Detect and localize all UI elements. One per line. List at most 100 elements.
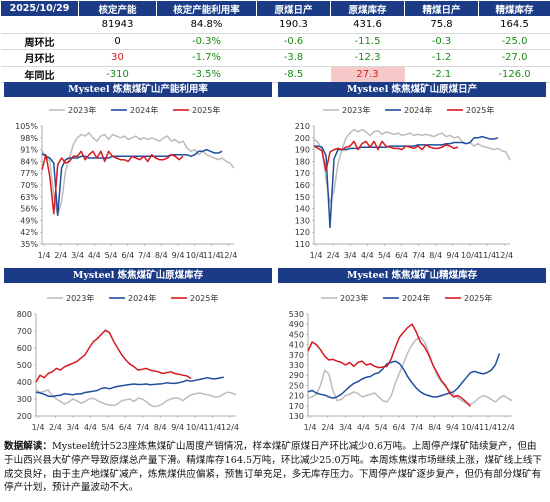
table-cell: 75.8: [404, 16, 479, 34]
y-tick-label: 210: [289, 392, 304, 401]
table-cell: -8.5: [256, 66, 331, 83]
row-label: 年同比: [0, 66, 79, 83]
x-tick-label: 2/4: [54, 251, 67, 260]
x-tick-label: 2/4: [321, 423, 334, 432]
table-cell: 81943: [78, 16, 157, 34]
y-tick-label: 490: [289, 320, 304, 329]
row-label: 周环比: [0, 33, 79, 50]
series-line-2023: [41, 131, 235, 217]
y-tick-label: 500: [17, 361, 32, 370]
table-cell: 190.3: [256, 16, 331, 34]
table-cell: -3.8: [256, 49, 331, 67]
y-tick-label: 84%: [20, 157, 38, 166]
y-tick-label: 200: [295, 134, 310, 143]
table-cell: -1.7%: [156, 49, 257, 67]
x-tick-label: 8/4: [154, 423, 167, 432]
table-cell: -3.5%: [156, 66, 257, 83]
y-tick-label: 170: [289, 402, 304, 411]
x-tick-label: 11/4: [479, 423, 497, 432]
series-line-2025: [41, 150, 184, 215]
x-tick-label: 1/4: [304, 423, 317, 432]
table-cell: 27.3: [330, 66, 405, 83]
x-tick-label: 4/4: [88, 251, 101, 260]
raw-coal-output-chart: 2023年 2024年 2025年 210 200 190 180 170 160 150 140 1…: [295, 105, 513, 260]
header-date: 2025/10/29: [0, 0, 79, 17]
y-tick-label: 300: [17, 395, 32, 404]
x-tick-label: 10/4: [461, 251, 479, 260]
data-interpretation: 数据解读：Mysteel统计523座炼焦煤矿山周度产销情况，样本煤矿原煤日产环比…: [4, 440, 546, 495]
y-tick-label: 77%: [20, 169, 38, 178]
table-cell: -0.6: [256, 33, 331, 50]
y-tick-label: 180: [295, 157, 310, 166]
x-tick-label: 12/4: [219, 251, 237, 260]
legend-label: 2025年: [190, 293, 218, 303]
y-tick-label: 210: [295, 122, 310, 131]
table-cell: -0.3: [404, 33, 479, 50]
table-row: 81943 84.8% 190.3 431.6 75.8 164.5: [0, 16, 550, 34]
y-tick-label: 200: [17, 412, 32, 421]
capacity-utilization-chart: 2023年 2024年 2025年 105% 98% 91% 84% 77% 70% 63% 56%…: [15, 105, 237, 260]
y-tick-label: 63%: [20, 193, 38, 202]
y-tick-label: 800: [17, 310, 32, 319]
header-capacity-utilization: 核定产能利用率: [156, 0, 257, 17]
chart-title-raw-coal-output: Mysteel 炼焦煤矿山原煤日产: [278, 82, 546, 97]
table-row: 年同比 -310 -3.5% -8.5 27.3 -2.1 -126.0: [0, 66, 550, 83]
x-tick-label: 5/4: [105, 251, 118, 260]
x-tick-label: 1/4: [310, 251, 323, 260]
table-cell: -12.3: [330, 49, 405, 67]
y-tick-label: 150: [295, 193, 310, 202]
table-cell: -0.3%: [156, 33, 257, 50]
x-tick-label: 9/4: [171, 423, 184, 432]
legend-label: 2025年: [464, 293, 492, 303]
table-cell: -1.2: [404, 49, 479, 67]
x-tick-label: 12/4: [221, 423, 239, 432]
y-tick-label: 120: [295, 228, 310, 237]
table-cell: 431.6: [330, 16, 405, 34]
y-tick-label: 330: [289, 361, 304, 370]
y-tick-label: 250: [289, 381, 304, 390]
header-clean-coal-stock: 精煤库存: [478, 0, 550, 17]
x-tick-label: 3/4: [344, 251, 357, 260]
x-tick-label: 5/4: [378, 251, 391, 260]
legend-label: 2023年: [66, 293, 94, 303]
description-label: 数据解读：: [4, 441, 52, 452]
x-tick-label: 6/4: [121, 251, 134, 260]
row-label: 月环比: [0, 49, 79, 67]
x-tick-label: 9/4: [446, 251, 459, 260]
x-tick-label: 7/4: [136, 423, 149, 432]
y-tick-label: 98%: [20, 134, 38, 143]
x-tick-label: 3/4: [66, 423, 79, 432]
x-tick-label: 8/4: [155, 251, 168, 260]
table-cell: -11.5: [330, 33, 405, 50]
y-tick-label: 35%: [20, 240, 38, 249]
x-tick-label: 10/4: [461, 423, 479, 432]
y-tick-label: 91%: [20, 146, 38, 155]
legend-label: 2024年: [128, 293, 156, 303]
x-tick-label: 11/4: [478, 251, 496, 260]
y-tick-label: 170: [295, 169, 310, 178]
table-cell: 30: [78, 49, 157, 67]
header-clean-coal-daily: 精煤日产: [404, 0, 479, 17]
y-tick-label: 49%: [20, 216, 38, 225]
series-line-2023: [307, 336, 513, 406]
x-tick-label: 12/4: [497, 423, 515, 432]
x-tick-label: 10/4: [186, 423, 204, 432]
x-tick-label: 2/4: [49, 423, 62, 432]
x-tick-label: 4/4: [84, 423, 97, 432]
legend-label: 2024年: [130, 105, 158, 115]
x-tick-label: 1/4: [32, 423, 45, 432]
x-tick-label: 7/4: [410, 423, 423, 432]
legend-label: 2023年: [340, 293, 368, 303]
x-tick-label: 7/4: [138, 251, 151, 260]
table-cell: 164.5: [478, 16, 550, 34]
header-raw-coal-daily: 原煤日产: [256, 0, 331, 17]
y-tick-label: 190: [295, 146, 310, 155]
table-cell: -25.0: [478, 33, 550, 50]
y-tick-label: 450: [289, 330, 304, 339]
y-tick-label: 290: [289, 371, 304, 380]
x-tick-label: 12/4: [495, 251, 513, 260]
x-tick-label: 7/4: [412, 251, 425, 260]
x-tick-label: 8/4: [429, 251, 442, 260]
